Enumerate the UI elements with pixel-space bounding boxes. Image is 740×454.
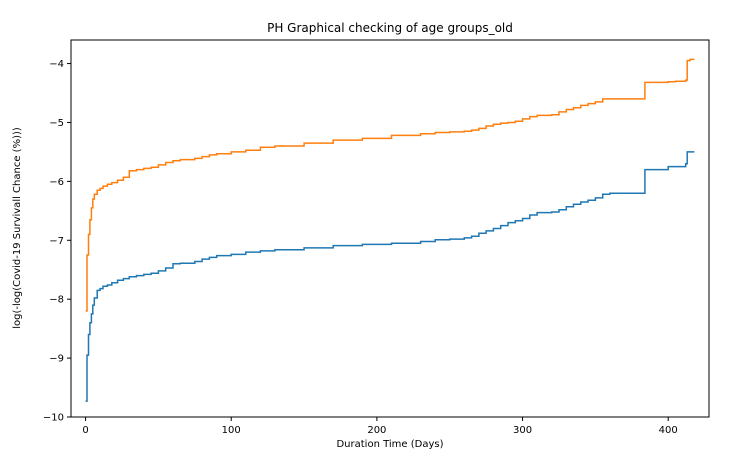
x-tick-label: 200 xyxy=(367,425,386,436)
series-line-0 xyxy=(85,151,695,402)
series-line-1 xyxy=(85,58,695,312)
chart-title: PH Graphical checking of age groups_old xyxy=(267,21,513,35)
x-tick-label: 100 xyxy=(222,425,241,436)
y-tick-label: −5 xyxy=(49,118,64,129)
y-tick-label: −10 xyxy=(43,413,64,424)
y-tick-label: −8 xyxy=(49,295,64,306)
y-axis-ticks: −10 −9 −8 −7 −6 −5 −4 xyxy=(43,59,71,424)
x-tick-label: 0 xyxy=(82,425,88,436)
y-tick-label: −7 xyxy=(49,236,64,247)
x-tick-label: 400 xyxy=(659,425,678,436)
x-axis-label: Duration Time (Days) xyxy=(336,439,443,450)
x-tick-label: 300 xyxy=(513,425,532,436)
axes-frame xyxy=(70,39,710,418)
x-axis-ticks: 0 100 200 300 400 xyxy=(82,417,678,436)
y-tick-label: −6 xyxy=(49,177,64,188)
plot-area xyxy=(85,58,695,402)
y-tick-label: −4 xyxy=(49,59,64,70)
y-tick-label: −9 xyxy=(49,354,64,365)
y-axis-label: log(-log(Covid-19 Survivall Chance (%))) xyxy=(12,127,23,329)
